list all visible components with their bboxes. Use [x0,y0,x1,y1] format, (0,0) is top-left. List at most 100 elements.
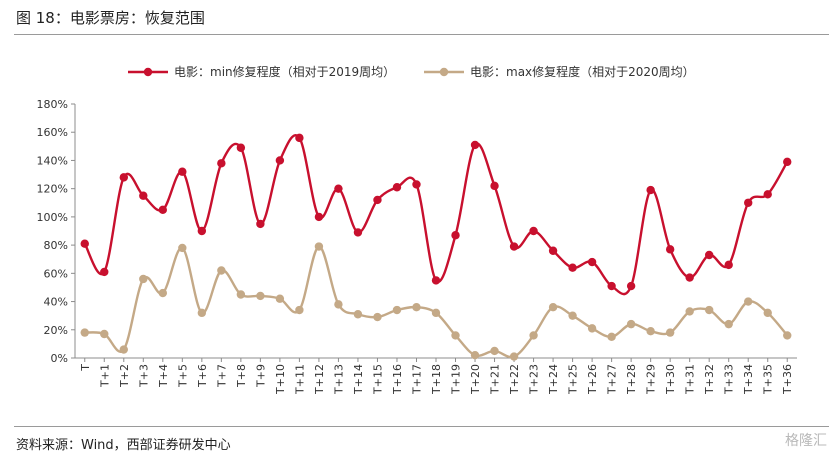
series-max-point [295,305,304,315]
series-min-point [80,239,89,248]
series-max-point [568,311,577,320]
legend-max-label: 电影：max修复程度（相对于2020周均） [470,64,695,79]
series-min-point [373,195,382,205]
x-tick-label: T+16 [391,364,404,395]
x-tick-label: T+8 [235,364,248,388]
series-min-point [607,281,616,291]
series-min-point [509,242,519,251]
y-tick-label: 120% [37,183,68,196]
x-tick-label: T+20 [469,364,482,395]
x-tick-label: T+12 [313,364,326,395]
series-min-point [626,281,636,291]
series-max-point [80,328,89,337]
series-max-point [256,291,265,301]
legend-max-marker [439,67,449,77]
x-tick-label: T+14 [352,364,365,395]
bottom-rule [14,426,829,427]
y-tick-label: 0% [51,352,68,365]
x-tick-label: T+35 [762,364,775,395]
y-tick-label: 60% [44,267,68,280]
x-tick-label: T+27 [606,364,619,395]
series-min-point [353,228,363,237]
x-tick-label: T+21 [489,364,502,395]
x-tick-label: T+7 [215,364,228,388]
series-min-point [490,181,499,191]
series-max-point [685,307,694,316]
series-max-point [334,300,343,309]
source-note: 资料来源：Wind，西部证券研发中心 [16,438,231,453]
x-tick-label: T+23 [528,364,541,395]
series-min-point [451,231,460,240]
series-max-point [197,308,207,318]
x-tick-label: T+2 [118,364,131,388]
series-max-point [373,312,382,322]
series-max-point [724,319,733,329]
series-max-point [665,328,675,337]
x-tick-label: T+30 [664,364,677,395]
series-max-point [646,326,655,336]
legend-min-marker [143,67,153,77]
series-min-point [665,245,675,254]
series-max-point [314,242,324,251]
series-max-point [178,243,187,253]
series-min-point [236,143,246,152]
series-max-point [607,332,616,342]
series-min-point [568,263,577,272]
series-max-point [451,331,460,340]
series-max-point [587,324,597,333]
series-min-point [431,276,441,285]
series-min-point [744,198,753,207]
series-max-point [763,308,772,318]
x-tick-label: T+5 [176,364,189,388]
x-tick-label: T+15 [371,364,384,395]
series-min-point [314,212,324,222]
series-max-point [100,329,109,339]
series-min-point [217,159,226,168]
series-min-point [587,257,597,267]
series-max-point [529,331,538,340]
series-min-point [704,250,714,260]
x-tick-label: T+28 [625,364,638,395]
series-max-point [158,288,168,298]
watermark-logo: 格隆汇 [785,433,827,449]
x-tick-label: T+4 [157,364,170,388]
series-min-point [783,157,792,167]
x-tick-label: T+34 [742,364,755,395]
series-max-point [236,290,246,299]
x-tick-label: T+1 [98,364,111,388]
series-min-point [548,246,558,255]
x-tick-label: T+32 [703,364,716,395]
y-tick-label: 180% [37,98,68,111]
legend-min-label: 电影：min修复程度（相对于2019周均） [174,64,395,79]
series-min-point [197,226,207,236]
series-max-point [275,294,285,303]
series-min-point [470,140,480,150]
series-min-point [646,185,655,195]
series-min-point [334,184,343,193]
x-tick-label: T+9 [254,364,267,388]
y-tick-label: 80% [44,239,68,252]
x-tick-label: T+25 [567,364,580,395]
y-tick-label: 40% [44,296,68,309]
series-min-point [178,167,187,176]
series-min-point [139,191,148,200]
x-tick-label: T+19 [450,364,463,395]
chart-series [80,133,792,361]
x-tick-label: T+13 [332,364,345,395]
x-tick-label: T+33 [723,364,736,395]
series-max-point [392,305,402,315]
series-max-point [139,274,148,284]
series-min-point [724,260,733,270]
series-max-point [783,331,792,340]
y-tick-label: 100% [37,211,68,224]
series-max-point [217,266,226,275]
line-chart: 电影：min修复程度（相对于2019周均） 电影：max修复程度（相对于2020周… [37,64,797,395]
series-max-point [119,345,128,354]
y-tick-label: 140% [37,154,68,167]
series-max-point [353,310,363,319]
x-tick-label: T+22 [508,364,521,395]
x-tick-label: T+10 [274,364,287,395]
series-min-point [256,219,265,229]
series-max-point [744,297,753,306]
series-max-point [548,303,558,312]
